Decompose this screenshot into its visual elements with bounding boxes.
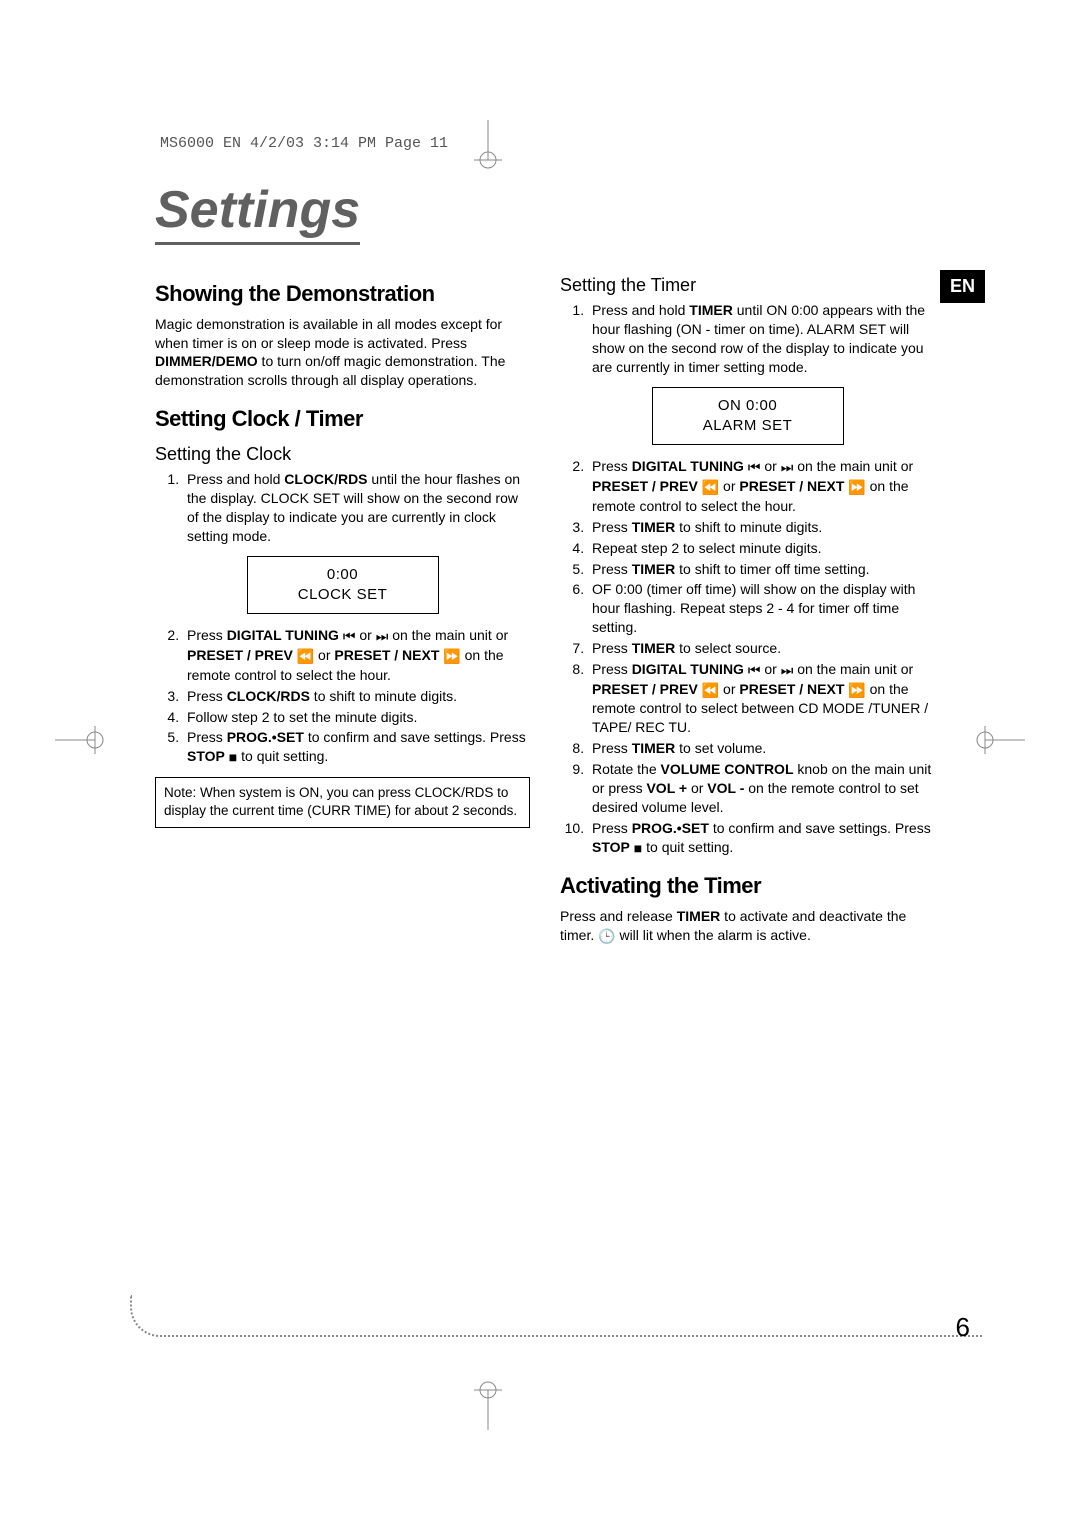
subheading-timer: Setting the Timer <box>560 273 935 297</box>
fwd-icon: ⏩ <box>443 647 460 666</box>
prev-icon: ⏮ <box>748 458 761 477</box>
prev-icon: ⏮ <box>343 627 356 646</box>
timer-step-3: Press TIMER to shift to minute digits. <box>588 518 935 537</box>
timer-step-5: Press TIMER to shift to timer off time s… <box>588 560 935 579</box>
display-alarm-set: ON 0:00 ALARM SET <box>652 387 844 446</box>
display-line1: 0:00 <box>248 565 438 585</box>
crop-mark-top <box>468 120 508 170</box>
stop-icon: ■ <box>634 839 642 858</box>
content-columns: Showing the Demonstration Magic demonstr… <box>155 265 935 950</box>
clock-step-1: Press and hold CLOCK/RDS until the hour … <box>183 470 530 546</box>
crop-mark-left <box>55 720 105 760</box>
clock-step-5: Press PROG.•SET to confirm and save sett… <box>183 728 530 767</box>
chapter-title: Settings <box>155 180 360 245</box>
clock-step-3: Press CLOCK/RDS to shift to minute digit… <box>183 687 530 706</box>
display-line2: CLOCK SET <box>248 585 438 605</box>
timer-step-8b: Press TIMER to set volume. <box>588 739 935 758</box>
clock-steps: Press and hold CLOCK/RDS until the hour … <box>155 470 530 546</box>
next-icon: ⏭ <box>781 661 794 680</box>
clock-step-4: Follow step 2 to set the minute digits. <box>183 708 530 727</box>
timer-step-6: OF 0:00 (timer off time) will show on th… <box>588 580 935 637</box>
timer-steps-cont: Press DIGITAL TUNING ⏮ or ⏭ on the main … <box>560 457 935 857</box>
subheading-clock: Setting the Clock <box>155 442 530 466</box>
crop-mark-bottom <box>468 1380 508 1430</box>
display2-line1: ON 0:00 <box>653 396 843 416</box>
note-box: Note: When system is ON, you can press C… <box>155 777 530 827</box>
timer-step-7: Press TIMER to select source. <box>588 639 935 658</box>
heading-activate: Activating the Timer <box>560 871 935 901</box>
clock-icon: 🕒 <box>598 927 615 946</box>
right-column: Setting the Timer Press and hold TIMER u… <box>560 265 935 950</box>
clock-step-2: Press DIGITAL TUNING ⏮ or ⏭ on the main … <box>183 626 530 684</box>
left-column: Showing the Demonstration Magic demonstr… <box>155 265 530 950</box>
timer-step-9: Rotate the VOLUME CONTROL knob on the ma… <box>588 760 935 817</box>
fwd-icon: ⏩ <box>848 478 865 497</box>
page-number: 6 <box>956 1312 970 1343</box>
display2-line2: ALARM SET <box>653 416 843 436</box>
rew-icon: ⏪ <box>702 478 719 497</box>
heading-demo: Showing the Demonstration <box>155 279 530 309</box>
display-clock-set: 0:00 CLOCK SET <box>247 556 439 615</box>
clock-steps-cont: Press DIGITAL TUNING ⏮ or ⏭ on the main … <box>155 626 530 767</box>
timer-step-1: Press and hold TIMER until ON 0:00 appea… <box>588 301 935 377</box>
next-icon: ⏭ <box>781 458 794 477</box>
prev-icon: ⏮ <box>748 661 761 680</box>
fwd-icon: ⏩ <box>848 681 865 700</box>
page-meta: MS6000 EN 4/2/03 3:14 PM Page 11 <box>160 135 448 152</box>
crop-mark-right <box>975 720 1025 760</box>
page-border-dotted <box>130 1295 982 1337</box>
rew-icon: ⏪ <box>297 647 314 666</box>
next-icon: ⏭ <box>376 627 389 646</box>
timer-step-10: Press PROG.•SET to confirm and save sett… <box>588 819 935 858</box>
stop-icon: ■ <box>229 748 237 767</box>
demo-paragraph: Magic demonstration is available in all … <box>155 315 530 391</box>
timer-step-4: Repeat step 2 to select minute digits. <box>588 539 935 558</box>
timer-steps: Press and hold TIMER until ON 0:00 appea… <box>560 301 935 377</box>
timer-step-8: Press DIGITAL TUNING ⏮ or ⏭ on the main … <box>588 660 935 737</box>
rew-icon: ⏪ <box>702 681 719 700</box>
language-tab: EN <box>940 270 985 303</box>
timer-step-2: Press DIGITAL TUNING ⏮ or ⏭ on the main … <box>588 457 935 515</box>
heading-clock-timer: Setting Clock / Timer <box>155 404 530 434</box>
activate-paragraph: Press and release TIMER to activate and … <box>560 907 935 946</box>
